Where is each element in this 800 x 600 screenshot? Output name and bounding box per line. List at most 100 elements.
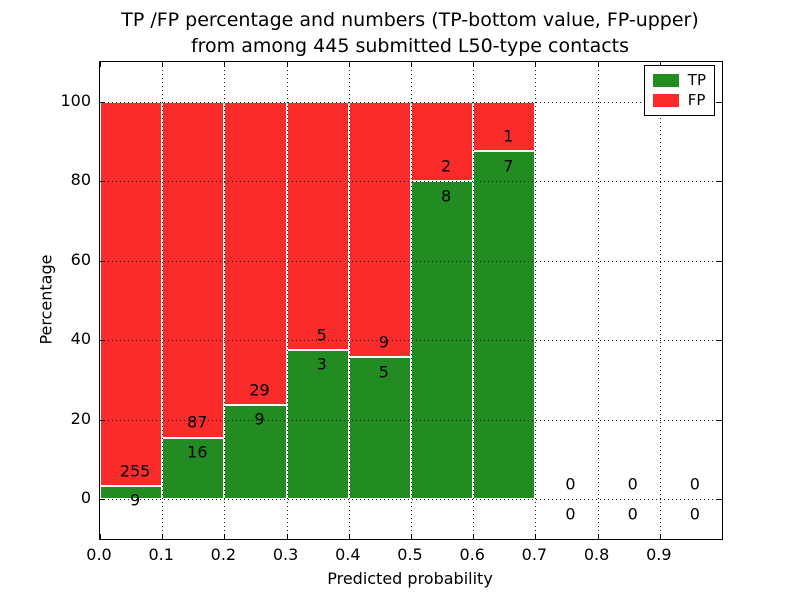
x-tick-label: 0.9 bbox=[646, 545, 672, 564]
bar-segment-fp bbox=[473, 101, 536, 152]
gridline-vertical bbox=[535, 62, 537, 539]
tick-mark-x-top bbox=[224, 62, 226, 67]
count-label-tp: 0 bbox=[565, 504, 576, 524]
bar-segment-fp bbox=[348, 101, 411, 358]
legend-entry-tp: TP bbox=[652, 71, 706, 89]
tick-mark-x-bottom bbox=[597, 534, 599, 539]
tp-color-swatch bbox=[652, 74, 679, 87]
tick-mark-y-left bbox=[100, 419, 105, 421]
tick-mark-x-top bbox=[100, 62, 101, 67]
tick-mark-y-left bbox=[100, 499, 105, 501]
count-label-fp: 87 bbox=[187, 412, 208, 432]
gridline-vertical bbox=[224, 62, 226, 539]
tick-mark-y-right bbox=[717, 101, 722, 103]
tick-mark-x-top bbox=[659, 62, 661, 67]
tick-mark-x-bottom bbox=[659, 534, 661, 539]
tick-mark-y-left bbox=[100, 101, 105, 103]
tick-mark-x-bottom bbox=[100, 534, 101, 539]
gridline-vertical bbox=[597, 62, 599, 539]
tick-mark-x-top bbox=[162, 62, 164, 67]
count-label-fp: 5 bbox=[316, 325, 327, 345]
tick-mark-y-left bbox=[100, 340, 105, 342]
tick-mark-x-bottom bbox=[162, 534, 164, 539]
gridline-vertical bbox=[473, 62, 475, 539]
tick-mark-y-left bbox=[100, 260, 105, 262]
bar-segment-tp bbox=[473, 151, 536, 500]
legend-entry-fp: FP bbox=[652, 91, 706, 109]
tick-mark-x-bottom bbox=[224, 534, 226, 539]
gridline-vertical bbox=[348, 62, 350, 539]
bar-segment-fp bbox=[100, 101, 163, 486]
bar-segment-fp bbox=[286, 101, 349, 351]
count-label-fp: 0 bbox=[689, 474, 700, 494]
tick-mark-x-top bbox=[473, 62, 475, 67]
bar-segment-tp bbox=[100, 485, 163, 500]
x-tick-label: 0.3 bbox=[272, 545, 299, 564]
gridline-vertical bbox=[411, 62, 412, 539]
count-label-tp: 9 bbox=[254, 409, 265, 429]
count-label-fp: 2 bbox=[441, 156, 452, 176]
count-label-tp: 0 bbox=[689, 504, 700, 524]
x-tick-label: 0.8 bbox=[583, 545, 610, 564]
count-label-fp: 9 bbox=[378, 332, 389, 352]
bar-segment-tp bbox=[348, 357, 411, 500]
tick-mark-y-left bbox=[100, 181, 105, 183]
tick-mark-x-bottom bbox=[411, 534, 412, 539]
tick-mark-x-bottom bbox=[348, 534, 350, 539]
x-tick-label: 0.7 bbox=[521, 545, 548, 564]
count-label-fp: 29 bbox=[249, 380, 270, 400]
tick-mark-x-bottom bbox=[473, 534, 475, 539]
tick-mark-x-bottom bbox=[286, 534, 288, 539]
tick-mark-y-right bbox=[717, 340, 722, 342]
count-label-fp: 0 bbox=[565, 474, 576, 494]
gridline-vertical bbox=[659, 62, 661, 539]
count-label-tp: 9 bbox=[130, 490, 141, 510]
count-label-fp: 1 bbox=[503, 126, 514, 146]
gridline-vertical bbox=[162, 62, 164, 539]
y-tick-label: 100 bbox=[60, 90, 91, 110]
x-tick-label: 0.2 bbox=[210, 545, 237, 564]
count-label-tp: 0 bbox=[627, 504, 638, 524]
tick-mark-y-right bbox=[717, 419, 722, 421]
tick-mark-x-top bbox=[286, 62, 288, 67]
tick-mark-x-bottom bbox=[535, 534, 537, 539]
chart-title: TP /FP percentage and numbers (TP-bottom… bbox=[99, 7, 721, 59]
bar-segment-fp bbox=[224, 101, 287, 406]
bar-segment-tp bbox=[162, 437, 225, 500]
bar-segment-fp bbox=[162, 101, 225, 438]
legend: TP FP bbox=[643, 65, 715, 116]
x-tick-label: 0.0 bbox=[86, 545, 112, 564]
x-tick-label: 0.1 bbox=[148, 545, 174, 564]
count-label-tp: 16 bbox=[187, 442, 208, 462]
y-tick-label: 40 bbox=[70, 329, 91, 349]
tick-mark-y-right bbox=[717, 499, 722, 501]
count-label-fp: 0 bbox=[627, 474, 638, 494]
chart-title-line2: from among 445 submitted L50-type contac… bbox=[190, 35, 630, 57]
x-tick-label: 0.6 bbox=[459, 545, 485, 564]
count-label-tp: 8 bbox=[441, 186, 452, 206]
y-tick-label: 80 bbox=[70, 170, 91, 190]
count-label-tp: 3 bbox=[316, 354, 327, 374]
x-axis-label: Predicted probability bbox=[327, 569, 493, 588]
x-tick-label: 0.4 bbox=[335, 545, 361, 564]
fp-color-swatch bbox=[652, 94, 679, 107]
tick-mark-x-top bbox=[348, 62, 350, 67]
tick-mark-y-right bbox=[717, 181, 722, 183]
y-tick-label: 0 bbox=[80, 488, 91, 508]
gridline-vertical bbox=[286, 62, 288, 539]
count-label-tp: 5 bbox=[378, 362, 389, 382]
y-tick-label: 20 bbox=[70, 408, 91, 428]
x-tick-label: 0.5 bbox=[397, 545, 423, 564]
tick-mark-x-top bbox=[535, 62, 537, 67]
tick-mark-x-top bbox=[597, 62, 599, 67]
y-tick-label: 60 bbox=[70, 249, 91, 269]
count-label-fp: 255 bbox=[119, 461, 151, 481]
plot-area: TP FP 255 9 87 16 29 9 5 3 9 5 2 8 1 7 0 0 0 0 0 0 bbox=[99, 61, 723, 540]
legend-label-tp: TP bbox=[687, 71, 706, 89]
legend-label-fp: FP bbox=[687, 91, 706, 109]
tick-mark-x-top bbox=[411, 62, 412, 67]
chart-title-line1: TP /FP percentage and numbers (TP-bottom… bbox=[121, 9, 699, 31]
count-label-tp: 7 bbox=[503, 156, 514, 176]
tick-mark-y-right bbox=[717, 260, 722, 262]
